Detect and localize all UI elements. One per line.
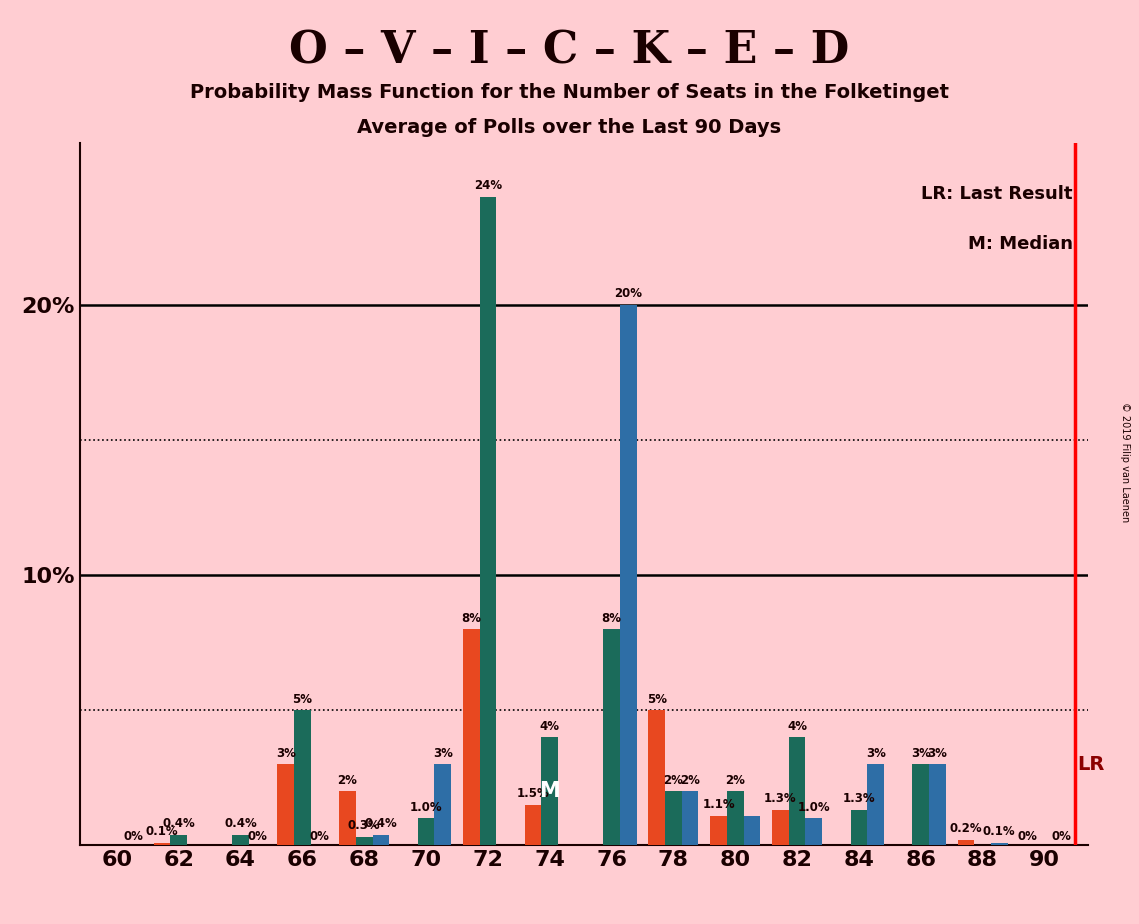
Text: LR: LR	[1077, 755, 1105, 774]
Text: 4%: 4%	[540, 720, 559, 733]
Text: 0.1%: 0.1%	[146, 825, 179, 838]
Text: 1.5%: 1.5%	[517, 787, 549, 800]
Text: 24%: 24%	[474, 179, 502, 192]
Bar	[912, 764, 929, 845]
Text: 1.3%: 1.3%	[843, 793, 875, 806]
Text: M: Median: M: Median	[968, 235, 1073, 252]
Bar	[171, 834, 187, 845]
Text: Probability Mass Function for the Number of Seats in the Folketinget: Probability Mass Function for the Number…	[190, 83, 949, 103]
Text: 2%: 2%	[726, 773, 745, 786]
Bar	[541, 737, 558, 845]
Text: 8%: 8%	[461, 612, 481, 625]
Bar	[744, 816, 761, 845]
Text: O – V – I – C – K – E – D: O – V – I – C – K – E – D	[289, 30, 850, 73]
Bar	[525, 805, 541, 845]
Bar	[277, 764, 294, 845]
Text: 4%: 4%	[787, 720, 808, 733]
Bar	[665, 792, 682, 845]
Bar	[294, 711, 311, 845]
Text: 0%: 0%	[124, 830, 144, 843]
Text: 2%: 2%	[664, 773, 683, 786]
Text: 20%: 20%	[614, 287, 642, 300]
Text: 0.2%: 0.2%	[950, 822, 982, 835]
Bar	[232, 834, 248, 845]
Text: 0%: 0%	[309, 830, 329, 843]
Text: 0%: 0%	[247, 830, 268, 843]
Bar	[154, 843, 171, 845]
Text: 3%: 3%	[276, 747, 296, 760]
Text: © 2019 Filip van Laenen: © 2019 Filip van Laenen	[1120, 402, 1130, 522]
Text: LR: Last Result: LR: Last Result	[921, 186, 1073, 203]
Text: 3%: 3%	[866, 747, 885, 760]
Text: 0.4%: 0.4%	[224, 817, 257, 830]
Bar	[372, 834, 390, 845]
Text: 5%: 5%	[647, 693, 666, 706]
Text: 0%: 0%	[1051, 830, 1071, 843]
Text: 1.0%: 1.0%	[797, 800, 830, 814]
Text: M: M	[540, 782, 560, 801]
Bar	[434, 764, 451, 845]
Bar	[462, 629, 480, 845]
Text: 1.0%: 1.0%	[410, 800, 442, 814]
Text: 3%: 3%	[927, 747, 948, 760]
Text: 2%: 2%	[680, 773, 700, 786]
Bar	[851, 810, 867, 845]
Text: 0.4%: 0.4%	[162, 817, 195, 830]
Bar	[604, 629, 620, 845]
Text: 1.3%: 1.3%	[764, 793, 796, 806]
Text: 0%: 0%	[1018, 830, 1038, 843]
Bar	[355, 837, 372, 845]
Bar	[480, 197, 497, 845]
Bar	[620, 305, 637, 845]
Bar	[805, 819, 822, 845]
Bar	[648, 711, 665, 845]
Text: 0.3%: 0.3%	[347, 820, 380, 833]
Text: 8%: 8%	[601, 612, 622, 625]
Bar	[867, 764, 884, 845]
Text: 3%: 3%	[911, 747, 931, 760]
Text: 5%: 5%	[293, 693, 312, 706]
Text: 0.4%: 0.4%	[364, 817, 398, 830]
Bar	[682, 792, 698, 845]
Bar	[711, 816, 727, 845]
Bar	[339, 792, 355, 845]
Text: 2%: 2%	[337, 773, 358, 786]
Bar	[772, 810, 788, 845]
Bar	[991, 843, 1008, 845]
Text: Average of Polls over the Last 90 Days: Average of Polls over the Last 90 Days	[358, 118, 781, 138]
Bar	[788, 737, 805, 845]
Text: 3%: 3%	[433, 747, 452, 760]
Text: 1.1%: 1.1%	[703, 798, 735, 811]
Bar	[418, 819, 434, 845]
Text: 0.1%: 0.1%	[983, 825, 1016, 838]
Bar	[929, 764, 945, 845]
Bar	[727, 792, 744, 845]
Bar	[958, 840, 974, 845]
